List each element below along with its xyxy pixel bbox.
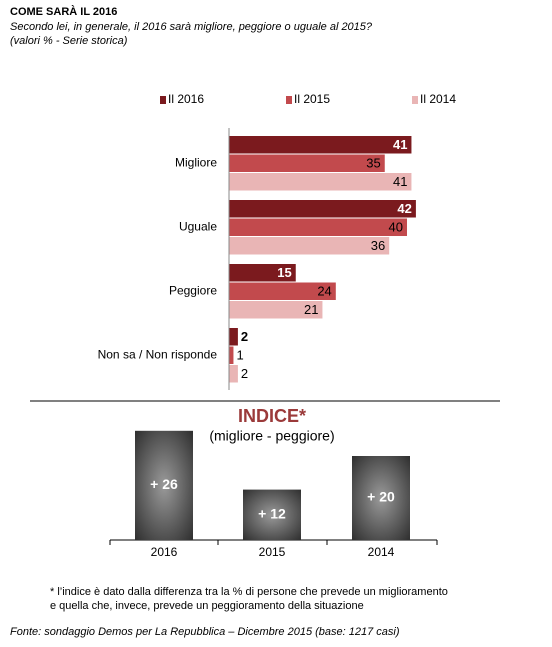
value-label: + 26: [150, 476, 178, 492]
category-label: Non sa / Non risponde: [98, 347, 218, 361]
bar: [135, 430, 193, 540]
bar: [229, 365, 238, 383]
value-label: 2: [241, 329, 248, 344]
legend-label: Il 2015: [294, 92, 330, 106]
value-label: 1: [236, 348, 243, 363]
legend-swatch: [286, 96, 292, 104]
footnote: e quella che, invece, prevede un peggior…: [50, 600, 364, 612]
source: Fonte: sondaggio Demos per La Repubblica…: [10, 626, 400, 638]
value-label: 2: [241, 366, 248, 381]
legend-label: Il 2014: [420, 92, 456, 106]
value-label: 41: [393, 137, 407, 152]
category-label: Migliore: [175, 155, 217, 169]
x-tick-label: 2015: [259, 545, 286, 559]
footnote: * l’indice è dato dalla differenza tra l…: [50, 586, 448, 598]
index-title: INDICE*: [238, 406, 306, 426]
value-label: 24: [317, 284, 331, 299]
value-label: 15: [277, 265, 291, 280]
category-label: Peggiore: [169, 283, 217, 297]
category-label: Uguale: [179, 219, 217, 233]
bar: [229, 301, 323, 319]
bar: [229, 173, 412, 191]
bar: [229, 264, 296, 282]
x-tick-label: 2014: [368, 545, 395, 559]
bar: [229, 200, 416, 218]
value-label: 42: [397, 201, 411, 216]
value-label: 40: [389, 220, 403, 235]
legend-label: Il 2016: [168, 92, 204, 106]
index-subtitle: (migliore - peggiore): [209, 428, 334, 444]
value-label: 36: [371, 238, 385, 253]
bar: [229, 218, 407, 236]
bar: [229, 136, 412, 154]
legend-swatch: [160, 96, 166, 104]
bar: [229, 328, 238, 346]
value-label: 41: [393, 174, 407, 189]
x-tick-label: 2016: [151, 545, 178, 559]
value-label: 21: [304, 302, 318, 317]
legend-swatch: [412, 96, 418, 104]
title: COME SARÀ IL 2016: [10, 5, 117, 18]
subtitle: (valori % - Serie storica): [10, 35, 128, 47]
bar: [243, 489, 301, 540]
value-label: + 20: [367, 489, 395, 505]
bar: [229, 154, 385, 172]
bar: [229, 346, 234, 364]
bar: [352, 456, 410, 540]
value-label: 35: [366, 156, 380, 171]
bar: [229, 237, 390, 255]
value-label: + 12: [258, 506, 286, 522]
subtitle: Secondo lei, in generale, il 2016 sarà m…: [10, 21, 373, 33]
bar: [229, 282, 336, 300]
